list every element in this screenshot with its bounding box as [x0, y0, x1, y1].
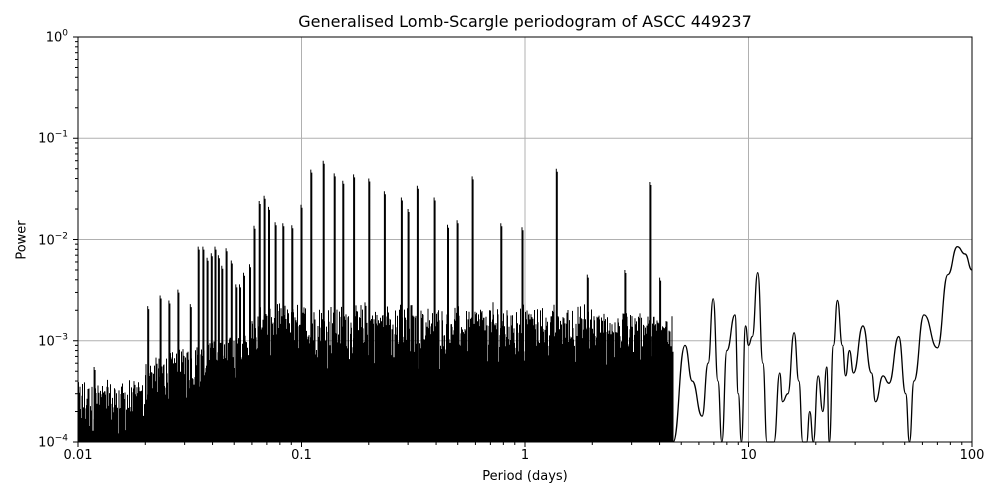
plot-frame — [77, 36, 973, 443]
periodogram-line — [77, 160, 674, 443]
x-tick-label: 0.01 — [63, 448, 93, 463]
y-tick-label: 10−3 — [38, 332, 68, 350]
chart-title: Generalised Lomb-Scargle periodogram of … — [298, 12, 752, 31]
y-tick-label: 10−1 — [38, 129, 68, 147]
x-axis-label: Period (days) — [482, 469, 568, 484]
y-tick-label: 10−2 — [38, 231, 68, 248]
long-period-curve — [672, 245, 973, 443]
x-tick-label: 1 — [520, 448, 530, 463]
x-tick-label: 10 — [740, 448, 757, 463]
x-tick-label: 100 — [959, 448, 985, 463]
y-axis-label: Power — [14, 220, 30, 260]
x-tick-label: 0.1 — [291, 448, 312, 463]
y-tick-label: 10−4 — [38, 433, 68, 451]
y-tick-label: 100 — [45, 28, 68, 46]
